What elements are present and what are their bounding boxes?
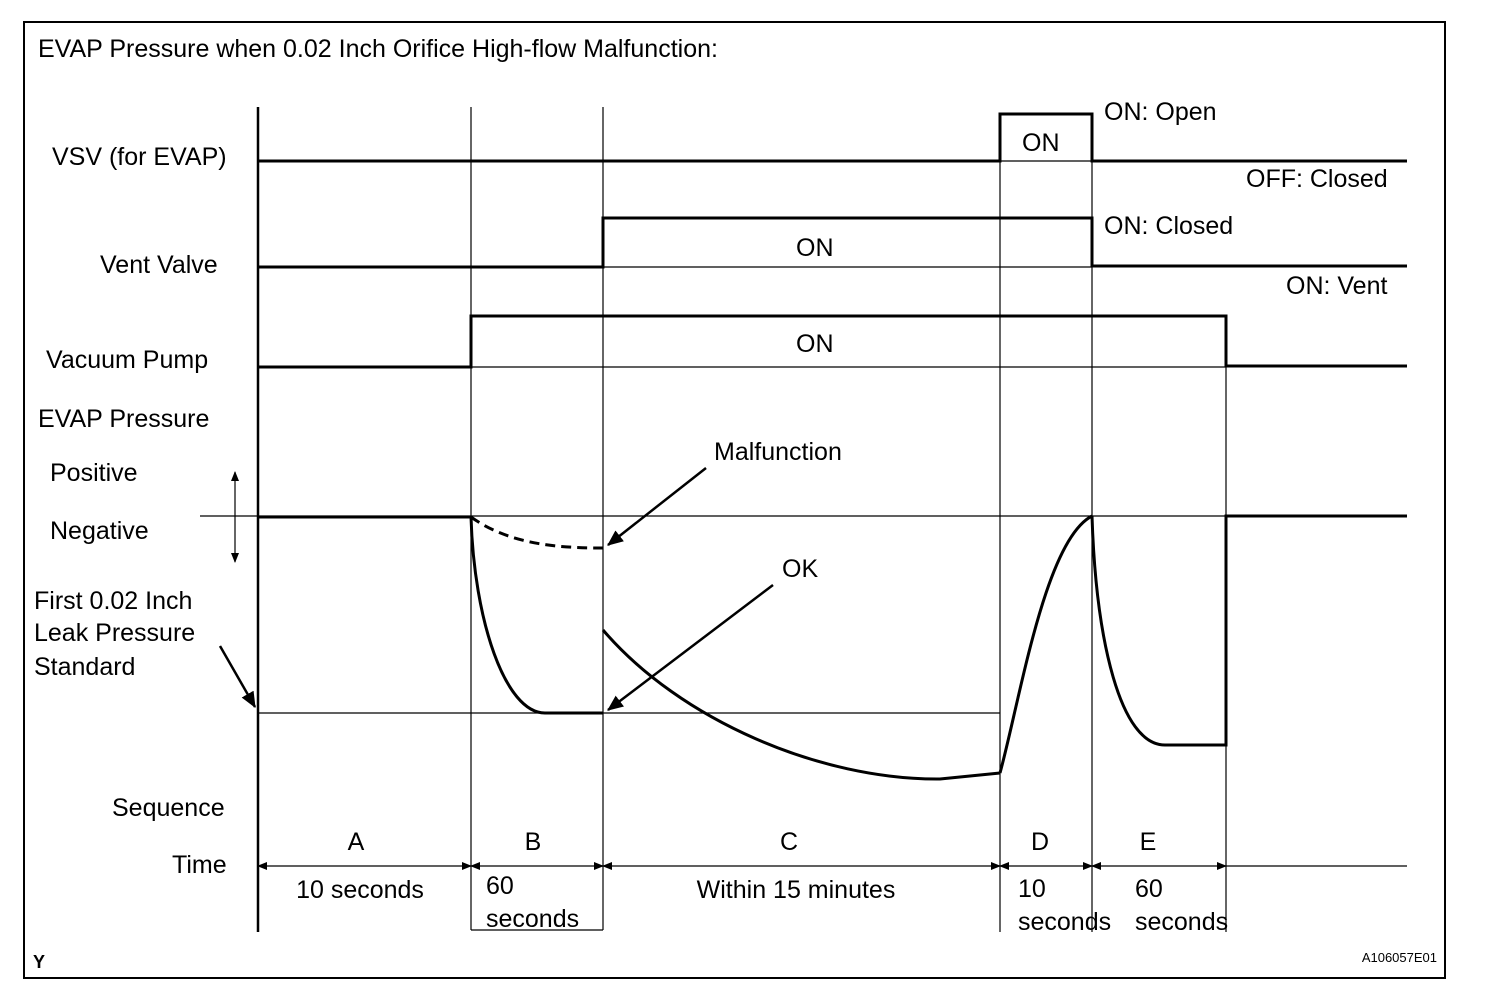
diagram-frame (23, 21, 1446, 979)
ok-label: OK (782, 555, 818, 583)
vent-valve-signal (258, 216, 1407, 269)
vsv-on-label: ON (1022, 129, 1060, 157)
time-e-line2: seconds (1135, 908, 1228, 936)
label-leak-standard-3: Standard (34, 653, 135, 681)
label-negative: Negative (50, 517, 149, 545)
sequence-label-e: E (1140, 828, 1157, 856)
footer-left-mark: Y (33, 952, 45, 972)
time-a: 10 seconds (296, 876, 424, 904)
vent-on-label: ON (796, 234, 834, 262)
sequence-label-c: C (780, 828, 798, 856)
figure-code: A106057E01 (1362, 950, 1437, 965)
sequence-label-b: B (525, 828, 542, 856)
label-vacuum-pump: Vacuum Pump (46, 346, 208, 374)
time-d-line2: seconds (1018, 908, 1111, 936)
label-vsv: VSV (for EVAP) (52, 143, 227, 171)
time-e-line1: 60 (1135, 875, 1163, 903)
malfunction-trace (470, 515, 604, 550)
time-b-line1: 60 (486, 872, 514, 900)
label-positive: Positive (50, 459, 138, 487)
label-vent-valve: Vent Valve (100, 251, 218, 279)
evap-pressure-trace (258, 514, 1407, 781)
malfunction-label: Malfunction (714, 438, 842, 466)
label-sequence: Sequence (112, 794, 225, 822)
diagram-title: EVAP Pressure when 0.02 Inch Orifice Hig… (38, 35, 718, 63)
sequence-label-a: A (348, 828, 365, 856)
label-evap-pressure: EVAP Pressure (38, 405, 209, 433)
vsv-signal (258, 112, 1407, 163)
vacuum-pump-signal (258, 314, 1407, 369)
vent-off-note: ON: Vent (1286, 272, 1387, 300)
time-d-line1: 10 (1018, 875, 1046, 903)
sequence-label-d: D (1031, 828, 1049, 856)
time-b-line2: seconds (486, 905, 579, 933)
vsv-on-note: ON: Open (1104, 98, 1217, 126)
label-leak-standard-2: Leak Pressure (34, 619, 195, 647)
vent-on-note: ON: Closed (1104, 212, 1233, 240)
label-time: Time (172, 851, 227, 879)
vsv-off-note: OFF: Closed (1246, 165, 1388, 193)
time-c: Within 15 minutes (697, 876, 896, 904)
pump-on-label: ON (796, 330, 834, 358)
label-leak-standard-1: First 0.02 Inch (34, 587, 192, 615)
leak-standard-arrow (218, 645, 257, 708)
ok-arrow (607, 584, 774, 711)
malfunction-arrow (607, 467, 707, 546)
